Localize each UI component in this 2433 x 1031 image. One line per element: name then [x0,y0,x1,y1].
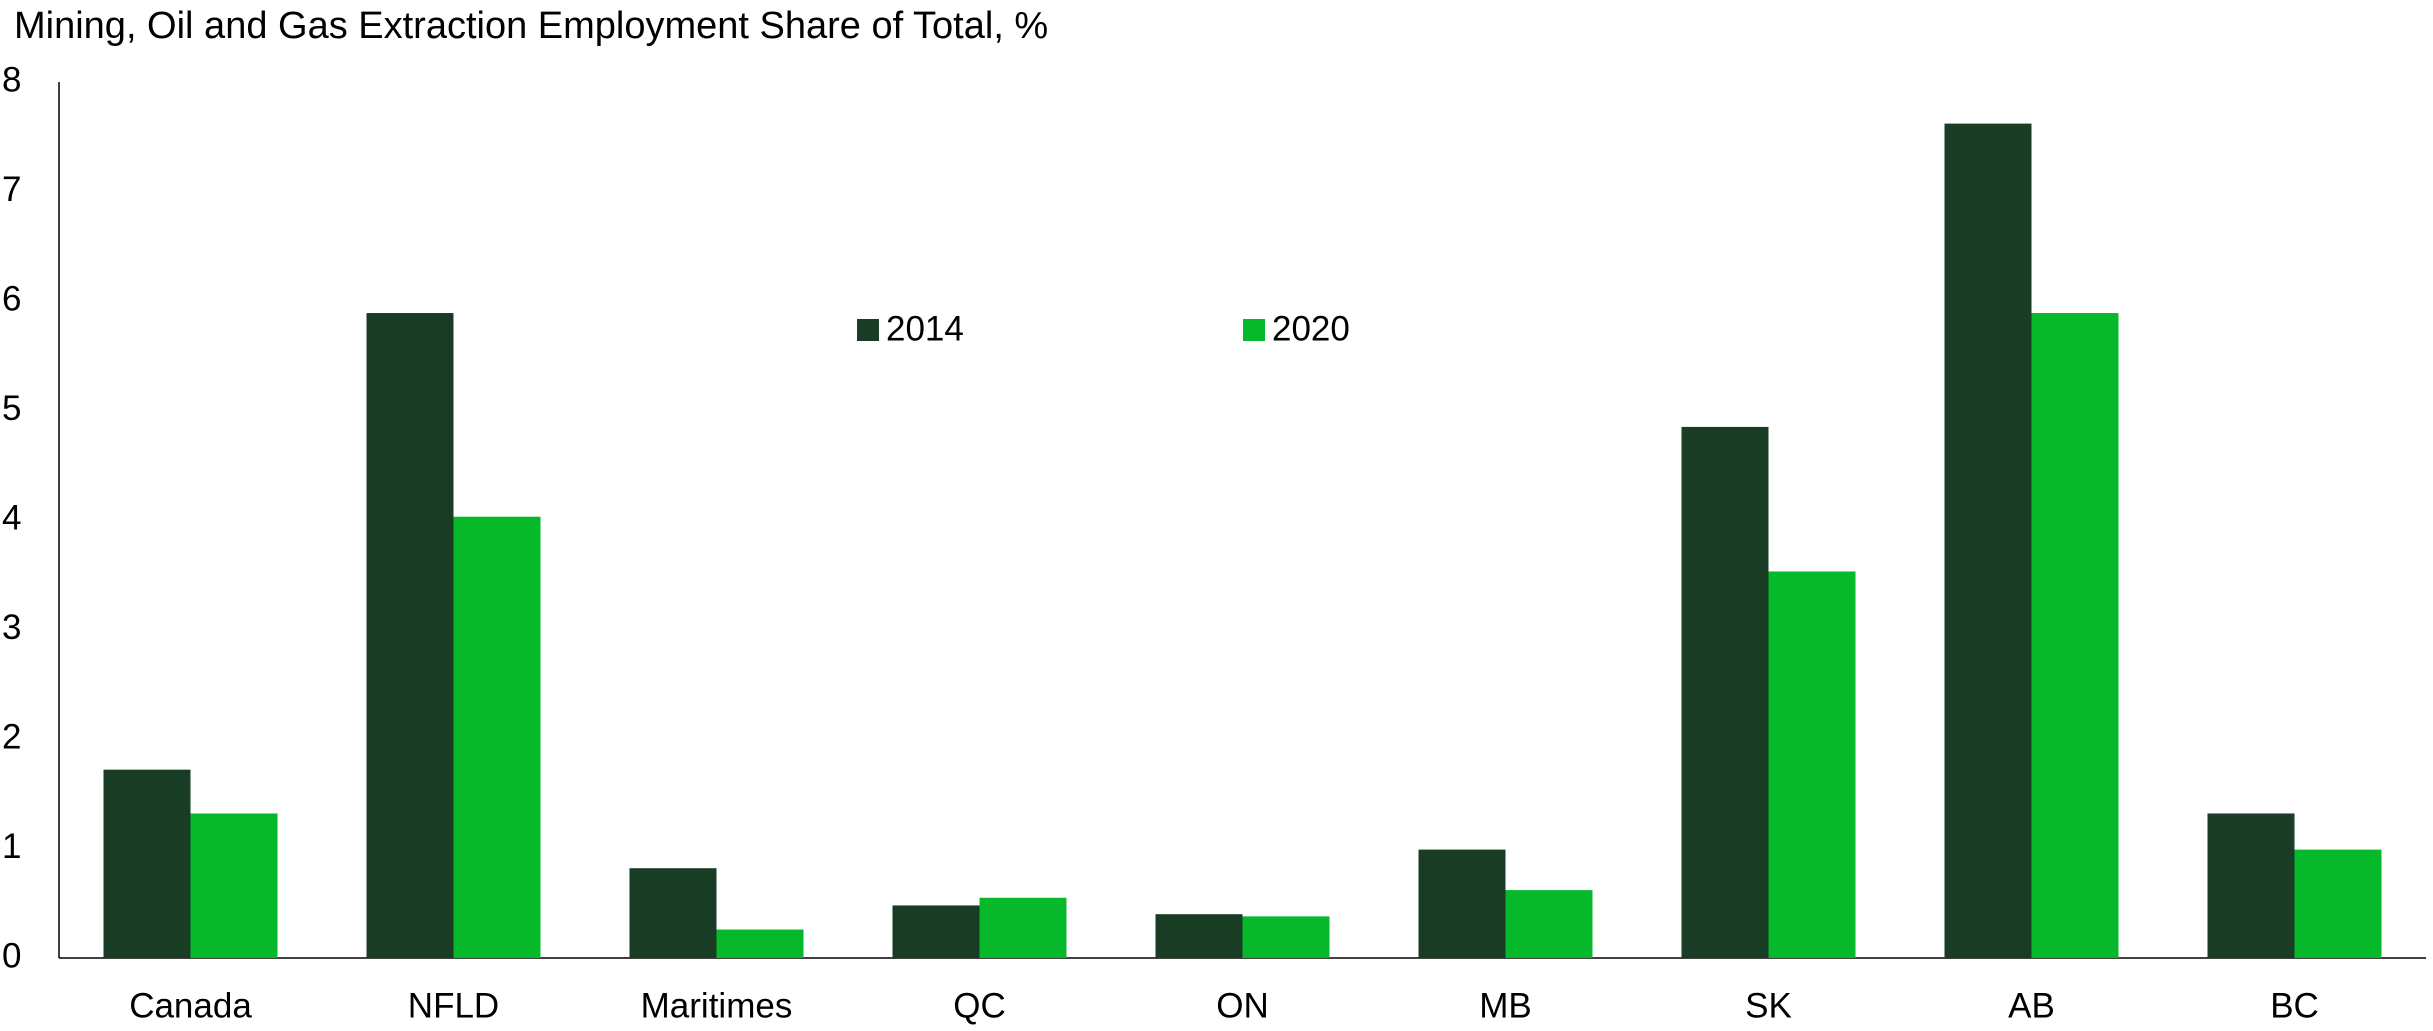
x-tick-label: Canada [129,986,252,1025]
bar [629,868,717,958]
bar [190,813,278,958]
y-tick-label: 6 [2,279,21,318]
y-tick-label: 5 [2,389,21,428]
bar [979,897,1067,958]
x-tick-label: SK [1745,986,1792,1025]
bar [1155,914,1243,958]
y-tick-label: 7 [2,170,21,209]
legend-label: 2014 [886,309,964,348]
bar [103,769,191,958]
x-tick-label: ON [1216,986,1269,1025]
y-tick-label: 1 [2,827,21,866]
x-tick-label: BC [2270,986,2319,1025]
bar [1944,123,2032,959]
bar [716,929,804,958]
bar [1768,571,1856,958]
legend-label: 2020 [1272,309,1350,348]
bar [453,516,541,958]
bar [2294,849,2382,958]
y-tick-label: 2 [2,717,21,756]
y-tick-label: 4 [2,498,21,537]
x-tick-label: NFLD [408,986,499,1025]
chart-title: Mining, Oil and Gas Extraction Employmen… [14,5,1048,47]
y-tick-label: 8 [2,60,21,99]
bar [2207,813,2295,958]
y-tick-label: 0 [2,936,21,975]
x-tick-label: MB [1479,986,1532,1025]
x-tick-label: AB [2008,986,2055,1025]
bar [1418,849,1506,958]
y-tick-label: 3 [2,608,21,647]
bar [1242,916,1330,958]
legend-swatch [857,319,879,341]
bar [366,313,454,958]
bar [2031,313,2119,958]
bar [1681,426,1769,958]
x-tick-label: QC [953,986,1006,1025]
bar [1505,890,1593,958]
x-tick-label: Maritimes [641,986,793,1025]
legend-swatch [1243,319,1265,341]
bar [892,905,980,958]
